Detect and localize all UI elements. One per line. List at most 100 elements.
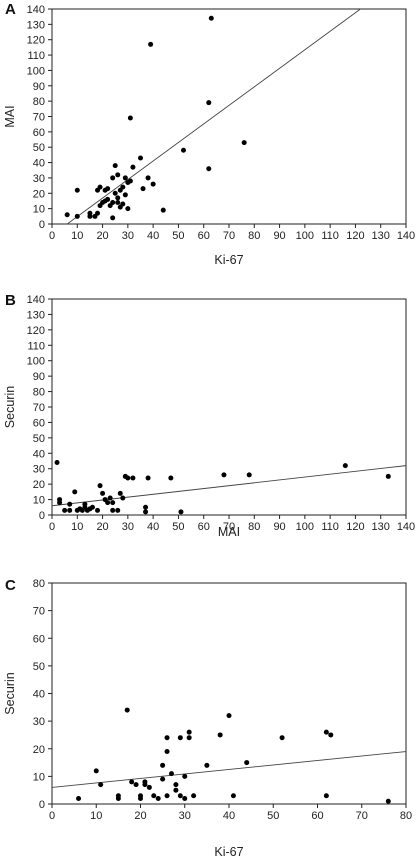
- data-point: [67, 507, 73, 513]
- data-point: [177, 735, 183, 741]
- data-point: [115, 793, 121, 799]
- data-point: [226, 713, 232, 719]
- data-point: [151, 793, 157, 799]
- data-point: [122, 192, 128, 198]
- data-point: [87, 213, 93, 219]
- panel-a: A 0 10 20 30 40 50 60 70 80 90 100 110 120 130 140 0 10 20…: [3, 1, 415, 267]
- y-axis-title: MAI: [3, 105, 17, 127]
- data-point: [164, 793, 170, 799]
- data-point: [160, 207, 166, 213]
- x-tick-label: 0: [49, 521, 55, 533]
- panel-label: A: [5, 1, 16, 18]
- data-point: [182, 795, 188, 801]
- data-point: [160, 762, 166, 768]
- data-point: [206, 166, 212, 172]
- x-tick-label: 60: [198, 521, 210, 533]
- data-point: [127, 178, 133, 184]
- x-tick-label: 30: [179, 810, 191, 822]
- y-tick-label: 60: [33, 417, 45, 429]
- data-point: [160, 776, 166, 782]
- data-point: [125, 206, 131, 212]
- y-tick-label: 40: [33, 448, 45, 460]
- data-point: [97, 184, 103, 190]
- y-tick-label: 20: [33, 188, 45, 200]
- data-point: [140, 186, 146, 192]
- data-point: [146, 784, 152, 790]
- y-tick-label: 90: [33, 371, 45, 383]
- regression-line: [51, 751, 407, 788]
- data-point: [142, 782, 148, 788]
- y-tick-label: 130: [27, 19, 45, 31]
- panel-c: C 0 10 20 30 40 50 60 70 80 0 10 20 30 40 50 60 70 80 Ki-67…: [3, 577, 412, 859]
- data-point: [97, 483, 103, 489]
- regression-line: [66, 8, 361, 225]
- y-tick-label: 80: [33, 387, 45, 399]
- data-point: [98, 782, 104, 788]
- data-point: [385, 473, 391, 479]
- data-point: [95, 507, 101, 513]
- data-point: [244, 760, 250, 766]
- data-point: [148, 41, 154, 47]
- x-tick-label: 80: [248, 521, 260, 533]
- data-point: [112, 163, 118, 169]
- data-point: [279, 735, 285, 741]
- y-tick-label: 70: [33, 112, 45, 124]
- data-point: [241, 140, 247, 146]
- y-tick-label: 10: [33, 204, 45, 216]
- y-tick-label: 140: [27, 4, 45, 16]
- x-tick-label: 110: [321, 230, 339, 242]
- data-point: [110, 175, 116, 181]
- data-point: [67, 501, 73, 507]
- data-point: [115, 172, 121, 178]
- y-tick-label: 20: [33, 744, 45, 756]
- y-tick-label: 140: [27, 294, 45, 306]
- data-point: [217, 732, 223, 738]
- data-point: [107, 495, 113, 501]
- data-point: [95, 210, 101, 216]
- y-tick-label: 30: [33, 716, 45, 728]
- data-point: [120, 201, 126, 207]
- data-point: [110, 215, 116, 221]
- x-tick-label: 50: [172, 521, 184, 533]
- data-point: [89, 504, 95, 510]
- data-point: [191, 793, 197, 799]
- data-point: [122, 175, 128, 181]
- x-tick-label: 50: [172, 230, 184, 242]
- data-point: [125, 475, 131, 481]
- data-point: [168, 475, 174, 481]
- data-point: [168, 771, 174, 777]
- data-point: [105, 196, 111, 202]
- data-point: [323, 793, 329, 799]
- data-point: [72, 489, 78, 495]
- y-tick-label: 110: [27, 50, 45, 62]
- data-point: [120, 495, 126, 501]
- x-axis-title: Ki-67: [214, 845, 243, 859]
- panel-label: B: [5, 292, 16, 309]
- y-tick-label: 70: [33, 606, 45, 618]
- data-point: [204, 762, 210, 768]
- x-tick-label: 30: [122, 230, 134, 242]
- data-point: [328, 732, 334, 738]
- x-tick-label: 70: [223, 521, 235, 533]
- x-tick-label: 90: [273, 521, 285, 533]
- data-point: [173, 782, 179, 788]
- y-tick-label: 110: [27, 340, 45, 352]
- x-tick-label: 120: [346, 521, 364, 533]
- x-tick-label: 80: [400, 810, 412, 822]
- x-tick-label: 70: [356, 810, 368, 822]
- x-tick-label: 60: [311, 810, 323, 822]
- data-point: [178, 509, 184, 515]
- data-point: [145, 475, 151, 481]
- x-tick-label: 70: [223, 230, 235, 242]
- y-tick-label: 30: [33, 464, 45, 476]
- data-point: [74, 187, 80, 193]
- data-point: [54, 460, 60, 466]
- y-tick-label: 50: [33, 661, 45, 673]
- x-tick-label: 40: [147, 230, 159, 242]
- data-point: [150, 181, 156, 187]
- data-point: [246, 472, 252, 478]
- y-tick-label: 100: [27, 356, 45, 368]
- data-point: [110, 500, 116, 506]
- data-point: [74, 213, 80, 219]
